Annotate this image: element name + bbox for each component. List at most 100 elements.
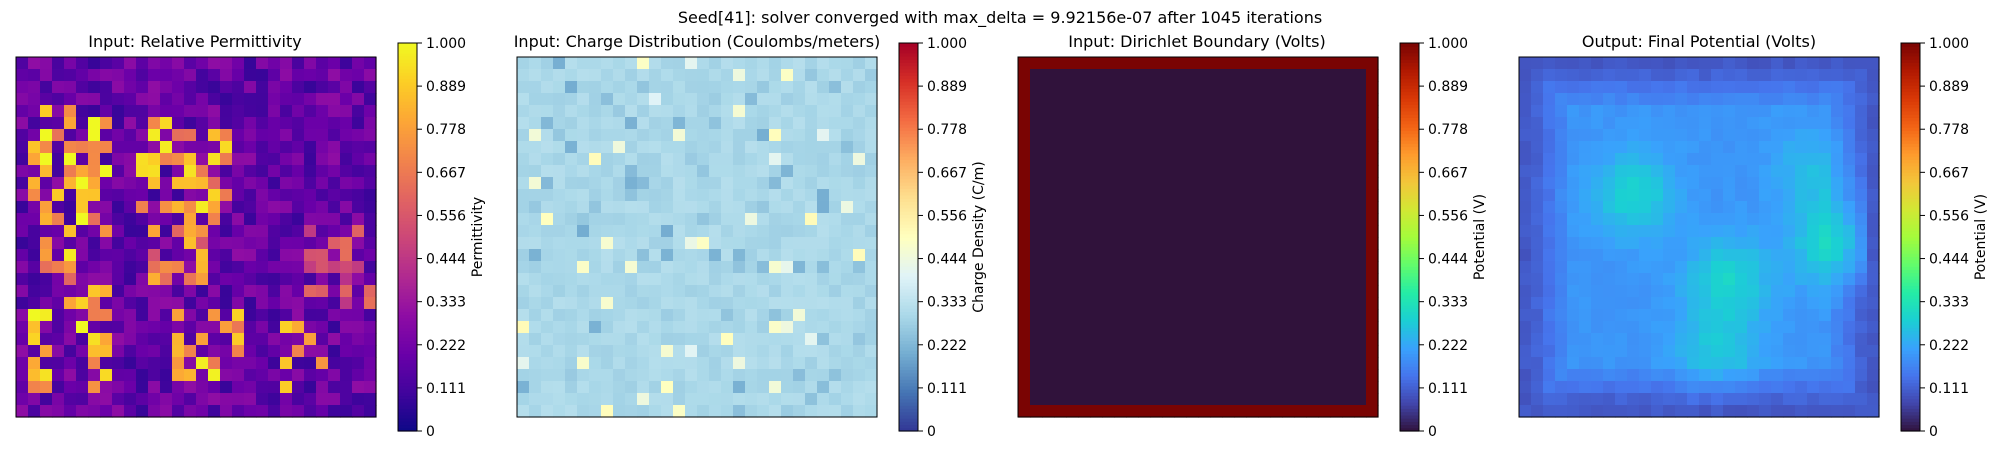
heatmap-cell: [124, 177, 137, 190]
heatmap-cell: [757, 261, 770, 274]
heatmap-cell: [529, 225, 542, 238]
heatmap-cell: [1366, 225, 1379, 238]
heatmap-cell: [292, 93, 305, 106]
heatmap-cell: [637, 225, 650, 238]
heatmap-cell: [1162, 153, 1175, 166]
colorbar-swatch: [1400, 298, 1419, 303]
heatmap-cell: [709, 141, 722, 154]
heatmap-cell: [1639, 69, 1652, 82]
heatmap-cell: [1078, 345, 1091, 358]
heatmap-cell: [1318, 69, 1331, 82]
colorbar-swatch: [398, 385, 417, 390]
heatmap-cell: [1186, 57, 1199, 70]
heatmap-cell: [1759, 285, 1772, 298]
heatmap-cell: [256, 321, 269, 334]
heatmap-cell: [1651, 381, 1664, 394]
colorbar-swatch: [899, 78, 918, 83]
colorbar-swatch: [398, 214, 417, 219]
colorbar-swatch: [398, 401, 417, 406]
heatmap-cell: [649, 357, 662, 370]
heatmap-cell: [1186, 273, 1199, 286]
heatmap-cell: [1567, 81, 1580, 94]
heatmap-cell: [328, 345, 341, 358]
heatmap-cell: [196, 153, 209, 166]
heatmap-cell: [649, 165, 662, 178]
heatmap-cell: [553, 285, 566, 298]
colorbar-swatch: [899, 94, 918, 99]
heatmap-cell: [865, 297, 878, 310]
heatmap-cell: [1603, 93, 1616, 106]
heatmap-cell: [1294, 141, 1307, 154]
heatmap-cell: [1150, 297, 1163, 310]
heatmap-cell: [1210, 57, 1223, 70]
heatmap-cell: [208, 405, 221, 418]
heatmap-cell: [1018, 81, 1031, 94]
colorbar-swatch: [899, 220, 918, 225]
heatmap-cell: [673, 105, 686, 118]
heatmap-cell: [232, 285, 245, 298]
heatmap-cell: [88, 201, 101, 214]
heatmap-cell: [1030, 141, 1043, 154]
heatmap-cell: [196, 309, 209, 322]
heatmap-cell: [841, 177, 854, 190]
heatmap-cell: [220, 405, 233, 418]
heatmap-cell: [244, 261, 257, 274]
heatmap-cell: [148, 237, 161, 250]
colorbar-swatch: [398, 59, 417, 63]
heatmap-cell: [565, 249, 578, 262]
colorbar-swatch: [899, 117, 918, 122]
heatmap-cell: [1090, 225, 1103, 238]
heatmap-cell: [553, 213, 566, 226]
heatmap-cell: [328, 93, 341, 106]
heatmap-cell: [685, 249, 698, 262]
heatmap-cell: [304, 369, 317, 382]
heatmap-cell: [40, 117, 53, 130]
heatmap-cell: [1174, 141, 1187, 154]
heatmap-cell: [1270, 321, 1283, 334]
heatmap-cell: [685, 213, 698, 226]
heatmap-cell: [517, 93, 530, 106]
heatmap-cell: [745, 141, 758, 154]
heatmap-cell: [1246, 297, 1259, 310]
heatmap-cell: [88, 117, 101, 130]
heatmap-cell: [316, 189, 329, 202]
heatmap-cell: [1723, 177, 1736, 190]
heatmap-cell: [112, 297, 125, 310]
heatmap-cell: [529, 153, 542, 166]
heatmap-cell: [1567, 129, 1580, 142]
colorbar-swatch: [1901, 127, 1920, 131]
heatmap-cell: [148, 273, 161, 286]
heatmap-cell: [1150, 345, 1163, 358]
colorbar-swatch: [1400, 424, 1419, 429]
heatmap-cell: [1210, 357, 1223, 370]
heatmap-cell: [364, 129, 377, 142]
heatmap-cell: [1054, 201, 1067, 214]
heatmap-cell: [1867, 105, 1880, 118]
heatmap-cell: [1018, 381, 1031, 394]
colorbar-swatch: [1901, 165, 1920, 170]
heatmap-cell: [1186, 153, 1199, 166]
heatmap-cell: [1699, 141, 1712, 154]
heatmap-cell: [1759, 297, 1772, 310]
heatmap-cell: [805, 177, 818, 190]
heatmap-cell: [1138, 297, 1151, 310]
heatmap-cell: [1342, 189, 1355, 202]
heatmap-cell: [52, 297, 65, 310]
heatmap-cell: [1639, 57, 1652, 70]
heatmap-cell: [1735, 333, 1748, 346]
heatmap-cell: [1711, 405, 1724, 418]
heatmap-cell: [745, 285, 758, 298]
heatmap-cell: [697, 405, 710, 418]
heatmap-cell: [1555, 345, 1568, 358]
heatmap-cell: [1054, 369, 1067, 382]
heatmap-cell: [1783, 381, 1796, 394]
heatmap-cell: [841, 69, 854, 82]
colorbar-swatch: [899, 243, 918, 248]
heatmap-cell: [1306, 129, 1319, 142]
heatmap-cell: [136, 321, 149, 334]
colorbar-swatch: [1400, 97, 1419, 102]
heatmap-cell: [1126, 357, 1139, 370]
heatmap-cell: [16, 177, 29, 190]
heatmap-cell: [1126, 249, 1139, 262]
heatmap-cell: [601, 57, 614, 70]
